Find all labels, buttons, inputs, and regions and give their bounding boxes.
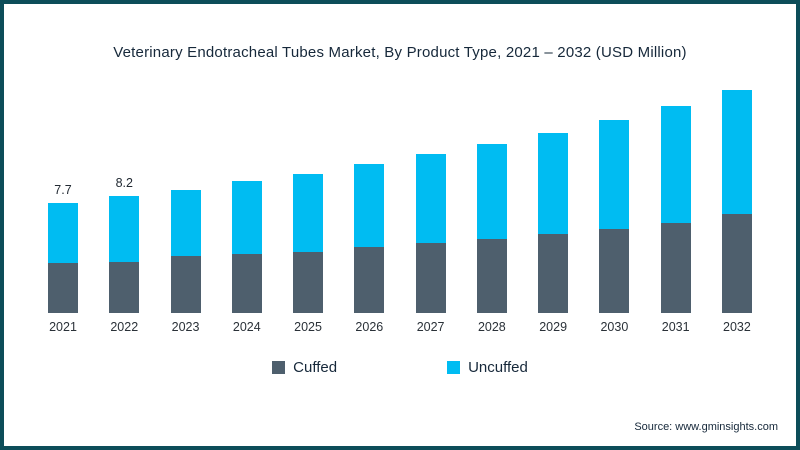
bar-2032 xyxy=(721,89,752,313)
legend: Cuffed Uncuffed xyxy=(4,359,796,376)
x-axis-label-2028: 2028 xyxy=(477,320,506,334)
bars: 7.7 2021 8.2 2022 2023 2024 2025 2026 2027 2028 20… xyxy=(46,89,754,334)
x-axis-label-2030: 2030 xyxy=(600,320,629,334)
bar-2031 xyxy=(660,105,691,313)
x-axis-label-2025: 2025 xyxy=(294,320,322,334)
bar-2023 xyxy=(170,190,201,313)
chart-title: Veterinary Endotracheal Tubes Market, By… xyxy=(113,44,687,61)
legend-label-cuffed: Cuffed xyxy=(293,359,338,376)
legend-item-cuffed: Cuffed xyxy=(272,359,337,376)
bar-segment-uncuffed xyxy=(476,144,507,239)
bar-segment-uncuffed xyxy=(599,119,630,229)
x-axis-label-2029: 2029 xyxy=(539,320,568,334)
bar-2026 xyxy=(354,164,385,313)
x-axis-label-2024: 2024 xyxy=(232,320,261,334)
bar-segment-cuffed xyxy=(293,251,324,313)
bar-segment-cuffed xyxy=(170,255,201,313)
bar-group-2026: 2026 xyxy=(352,164,386,334)
bar-group-2025: 2025 xyxy=(291,174,325,334)
bar-segment-uncuffed xyxy=(48,202,78,263)
legend-swatch-cuffed xyxy=(272,361,286,374)
bar-segment-uncuffed xyxy=(538,132,569,235)
bar-group-2029: 2029 xyxy=(536,132,570,334)
value-label-2021: 7.7 xyxy=(54,182,72,197)
bar-segment-cuffed xyxy=(538,234,569,313)
bar-segment-cuffed xyxy=(109,261,140,313)
bar-segment-uncuffed xyxy=(660,105,691,223)
bar-segment-cuffed xyxy=(660,222,691,313)
legend-item-uncuffed: Uncuffed xyxy=(447,359,528,376)
value-label-2022: 8.2 xyxy=(115,175,133,190)
bar-segment-cuffed xyxy=(476,238,507,313)
x-axis-label-2022: 2022 xyxy=(110,320,139,334)
bar-segment-uncuffed xyxy=(170,190,201,256)
bar-group-2030: 2030 xyxy=(597,119,631,334)
bar-group-2023: 2023 xyxy=(169,190,203,334)
bar-group-2028: 2028 xyxy=(475,144,509,334)
bar-group-2032: 2032 xyxy=(720,89,754,334)
bar-group-2024: 2024 xyxy=(230,181,264,334)
bar-group-2022: 8.2 2022 xyxy=(107,176,141,334)
bar-2027 xyxy=(415,154,446,313)
bar-2029 xyxy=(538,132,569,313)
x-axis-label-2031: 2031 xyxy=(661,320,690,334)
x-axis-label-2023: 2023 xyxy=(171,320,200,334)
bar-segment-cuffed xyxy=(48,262,78,313)
bar-2024 xyxy=(231,181,262,313)
bar-segment-uncuffed xyxy=(354,164,385,248)
source-note: Source: www.gminsights.com xyxy=(634,421,778,433)
bar-group-2027: 2027 xyxy=(414,154,448,334)
x-axis-label-2027: 2027 xyxy=(416,320,445,334)
bar-2028 xyxy=(476,144,507,313)
bar-group-2031: 2031 xyxy=(659,105,693,334)
bar-2025 xyxy=(293,174,324,313)
bar-segment-cuffed xyxy=(354,247,385,313)
bar-segment-uncuffed xyxy=(721,89,752,215)
bar-2021 xyxy=(48,202,78,313)
legend-label-uncuffed: Uncuffed xyxy=(468,359,528,376)
x-axis-label-2032: 2032 xyxy=(723,320,751,334)
x-axis-label-2021: 2021 xyxy=(49,320,77,334)
bar-segment-uncuffed xyxy=(231,181,262,255)
bar-segment-uncuffed xyxy=(415,154,446,243)
bar-2030 xyxy=(599,119,630,313)
legend-swatch-uncuffed xyxy=(447,361,461,374)
bar-2022 xyxy=(109,195,140,313)
bar-segment-cuffed xyxy=(415,242,446,313)
bar-segment-cuffed xyxy=(721,214,752,313)
bar-group-2021: 7.7 2021 xyxy=(46,183,80,334)
bar-segment-cuffed xyxy=(599,228,630,313)
bar-segment-uncuffed xyxy=(293,174,324,252)
bar-segment-uncuffed xyxy=(109,195,140,262)
bar-segment-cuffed xyxy=(231,254,262,313)
x-axis-label-2026: 2026 xyxy=(355,320,384,334)
